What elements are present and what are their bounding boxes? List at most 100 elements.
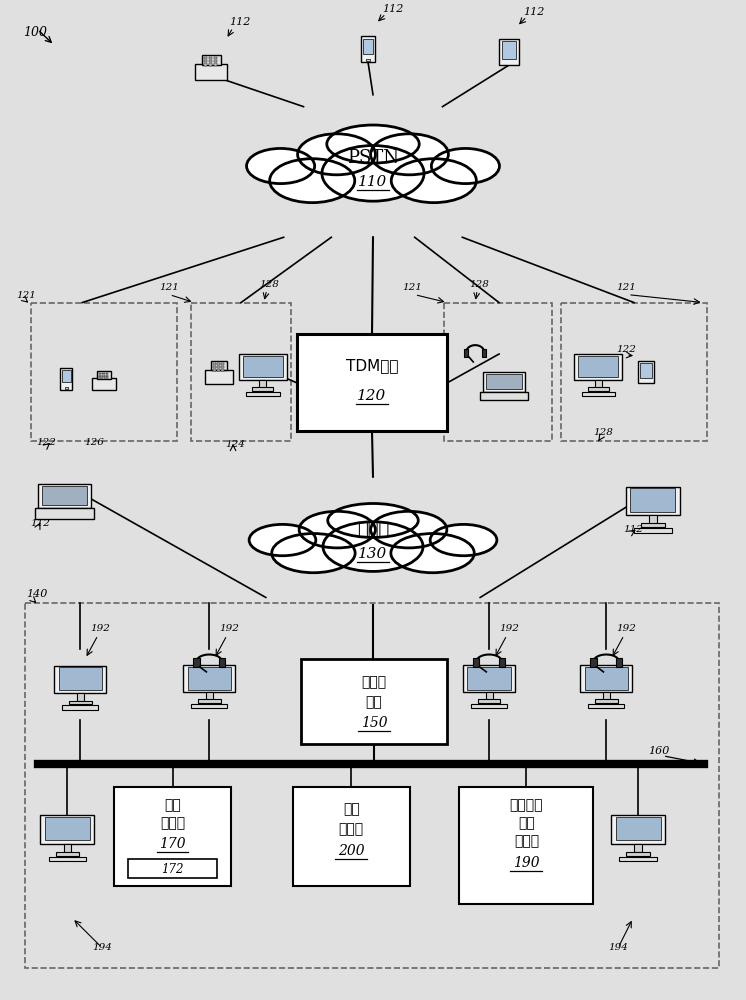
Bar <box>102 375 104 377</box>
Bar <box>34 508 94 519</box>
Ellipse shape <box>431 148 500 184</box>
Ellipse shape <box>298 134 375 175</box>
Bar <box>114 787 231 886</box>
Bar <box>626 852 650 856</box>
Bar <box>55 852 79 856</box>
Text: 112: 112 <box>523 7 545 17</box>
Bar <box>640 363 652 378</box>
Ellipse shape <box>391 534 474 573</box>
Bar <box>128 859 217 878</box>
Bar <box>37 484 91 508</box>
Ellipse shape <box>269 159 355 203</box>
Bar <box>60 368 72 390</box>
Bar <box>217 369 220 371</box>
Bar <box>31 303 178 441</box>
Bar <box>217 366 220 368</box>
Bar <box>77 693 84 701</box>
Text: 网络: 网络 <box>164 798 181 812</box>
Bar <box>445 303 551 441</box>
Bar <box>106 377 108 379</box>
Bar <box>578 356 618 377</box>
Bar <box>252 387 273 391</box>
Bar <box>45 817 90 840</box>
Text: 112: 112 <box>382 4 404 14</box>
Bar <box>471 704 507 708</box>
Bar <box>187 667 231 690</box>
Bar <box>106 373 108 374</box>
Bar <box>486 692 493 700</box>
Bar <box>246 392 280 396</box>
Bar <box>205 370 233 384</box>
Text: 140: 140 <box>27 589 48 599</box>
Text: 192: 192 <box>499 624 519 633</box>
Ellipse shape <box>249 524 316 556</box>
Bar <box>460 787 593 904</box>
Bar <box>649 515 656 524</box>
Bar <box>222 363 224 365</box>
Bar <box>477 699 501 703</box>
Bar <box>363 39 373 54</box>
Bar <box>214 57 217 59</box>
Bar <box>297 334 448 431</box>
Text: PSTN: PSTN <box>347 149 399 167</box>
Bar <box>619 857 656 861</box>
Bar <box>560 303 707 441</box>
Text: 121: 121 <box>616 283 636 292</box>
Bar <box>62 705 98 710</box>
Text: 128: 128 <box>259 280 279 289</box>
Bar <box>480 392 528 400</box>
Bar <box>468 667 511 690</box>
Bar <box>260 380 266 388</box>
Bar <box>301 659 448 744</box>
Text: 服务器: 服务器 <box>339 822 364 836</box>
Bar <box>588 704 624 708</box>
Bar <box>626 487 680 515</box>
Bar <box>213 363 216 365</box>
Bar <box>483 372 525 392</box>
Bar <box>611 815 665 844</box>
Text: 数据: 数据 <box>518 816 535 830</box>
Text: 128: 128 <box>593 428 613 437</box>
Bar <box>198 699 221 703</box>
Bar <box>482 349 486 357</box>
Bar <box>574 354 622 380</box>
Bar <box>499 658 505 667</box>
Ellipse shape <box>299 511 375 548</box>
Bar <box>106 375 108 377</box>
Bar <box>603 692 610 700</box>
Bar <box>588 387 609 391</box>
Bar <box>242 356 283 377</box>
Bar <box>217 363 220 365</box>
Bar <box>62 370 71 382</box>
Text: 110: 110 <box>358 175 388 189</box>
Text: 121: 121 <box>160 283 180 292</box>
Text: 194: 194 <box>608 943 628 952</box>
Bar <box>213 369 216 371</box>
Text: 192: 192 <box>616 624 636 633</box>
Text: 122: 122 <box>616 345 636 354</box>
Bar <box>92 378 116 390</box>
Bar <box>54 666 106 693</box>
Bar <box>102 373 104 374</box>
Text: 120: 120 <box>357 389 386 403</box>
Bar <box>204 60 207 62</box>
Bar <box>192 303 291 441</box>
Bar <box>25 603 719 968</box>
Bar <box>214 63 217 66</box>
Bar <box>214 60 217 62</box>
Text: 130: 130 <box>358 547 388 561</box>
Bar <box>42 486 87 505</box>
Bar <box>58 667 102 690</box>
Ellipse shape <box>272 534 355 573</box>
Text: 121: 121 <box>16 291 37 300</box>
Bar <box>102 377 104 379</box>
Text: 100: 100 <box>22 26 47 39</box>
Bar <box>206 692 213 700</box>
Text: 潜在客户: 潜在客户 <box>510 798 543 812</box>
Bar <box>615 817 660 840</box>
Text: 190: 190 <box>513 856 539 870</box>
Bar <box>634 528 671 533</box>
Bar <box>184 665 235 692</box>
Bar <box>222 366 224 368</box>
Bar <box>361 36 375 62</box>
